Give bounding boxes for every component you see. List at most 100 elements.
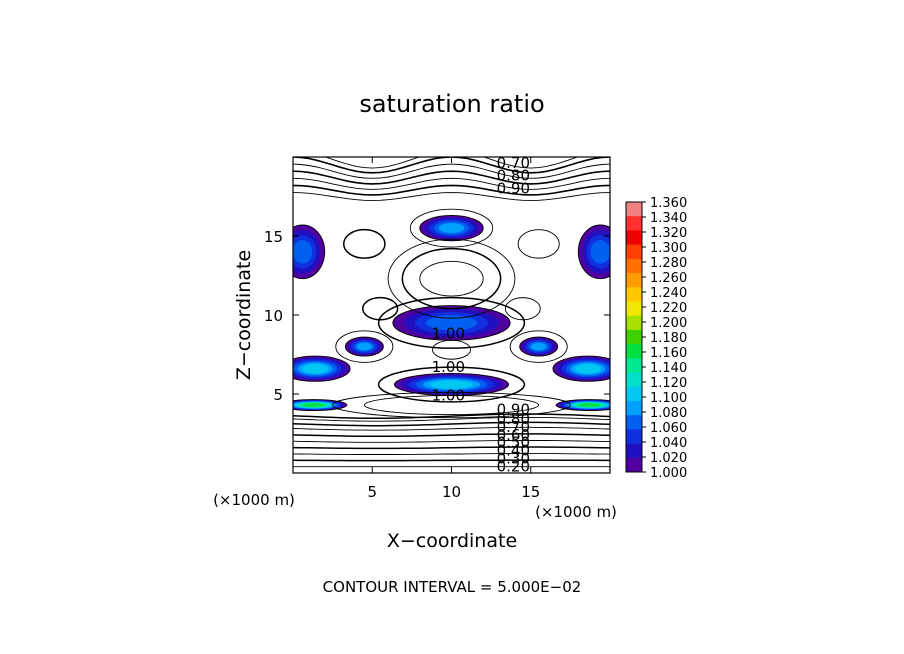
filled-level-mid-left-spot xyxy=(356,342,372,351)
chart-title: saturation ratio xyxy=(359,90,544,118)
colorbar-swatch xyxy=(626,344,642,359)
contour-upper-line xyxy=(293,192,610,201)
contour-label: 1.00 xyxy=(432,325,465,343)
contour-labels: 0.700.800.901.001.001.000.900.800.700.60… xyxy=(432,154,530,475)
contour-label: 0.20 xyxy=(497,457,530,475)
filled-region-right-green-strip xyxy=(555,399,610,412)
colorbar-label: 1.360 xyxy=(650,196,687,211)
contour-label: 0.50 xyxy=(497,434,530,452)
contour-lower-line xyxy=(293,453,610,455)
contour-label: 0.80 xyxy=(497,167,530,185)
contour-lines xyxy=(293,157,610,468)
contour-lower-line xyxy=(293,446,610,450)
contour-loop xyxy=(504,297,541,321)
colorbar-label: 1.020 xyxy=(650,451,687,466)
contour-lower-line xyxy=(293,413,610,419)
colorbar-swatch xyxy=(626,301,642,316)
colorbar-label: 1.120 xyxy=(650,376,687,391)
contour-lower-line xyxy=(293,426,610,431)
contour-label: 0.30 xyxy=(497,450,530,468)
x-tick-label: 15 xyxy=(521,483,540,501)
x-unit-right: (×1000 m) xyxy=(535,503,617,521)
contour-loop xyxy=(517,229,560,259)
colorbar-label: 1.160 xyxy=(650,346,687,361)
x-axis-label: X−coordinate xyxy=(387,530,517,552)
x-unit-left: (×1000 m) xyxy=(213,491,295,509)
contour-label: 0.60 xyxy=(497,426,530,444)
colorbar-swatch xyxy=(626,287,642,302)
colorbar-swatch xyxy=(626,202,642,217)
contour-lower-line xyxy=(293,416,610,422)
contour-interval-note: CONTOUR INTERVAL = 5.000E−02 xyxy=(323,578,582,596)
colorbar-label: 1.200 xyxy=(650,316,687,331)
colorbar-label: 1.220 xyxy=(650,301,687,316)
colorbar-label: 1.000 xyxy=(650,466,687,481)
colorbar-label: 1.280 xyxy=(650,256,687,271)
colorbar-swatch xyxy=(626,443,642,459)
contour-loop xyxy=(361,296,399,321)
colorbar-swatch xyxy=(626,258,642,274)
filled-region-right-upper-edge xyxy=(577,224,610,280)
filled-level-left-low-band xyxy=(302,363,329,374)
filled-region-mid-left-spot xyxy=(344,336,384,357)
contour-loop xyxy=(335,330,394,363)
contour-loop xyxy=(432,339,471,360)
contour-loop xyxy=(377,296,526,349)
filled-level-left-upper-edge xyxy=(293,240,313,264)
colorbar-label: 1.180 xyxy=(650,331,687,346)
filled-region-right-low-band xyxy=(552,355,610,382)
colorbar: 1.3601.3401.3201.3001.2801.2601.2401.220… xyxy=(625,196,687,481)
colorbar-swatch xyxy=(626,400,642,416)
filled-level-central-low-layer xyxy=(430,380,473,389)
contour-lower-line xyxy=(293,440,610,443)
y-axis-label: Z−coordinate xyxy=(233,250,255,380)
contour-label: 0.90 xyxy=(497,179,530,197)
colorbar-label: 1.340 xyxy=(650,211,687,226)
contour-loop xyxy=(387,238,516,319)
colorbar-swatch xyxy=(626,386,642,402)
x-tick-label: 5 xyxy=(367,483,377,501)
contour-loop xyxy=(377,366,526,403)
colorbar-label: 1.040 xyxy=(650,436,687,451)
x-tick-label: 10 xyxy=(442,483,461,501)
contour-label: 0.90 xyxy=(497,401,530,419)
contour-loop xyxy=(342,228,386,259)
contour-upper-line xyxy=(293,157,610,174)
y-axis-ticks: 5 10 15 xyxy=(264,228,610,404)
filled-region-upper-central-band xyxy=(419,215,484,242)
filled-level-right-green-strip xyxy=(578,403,601,407)
colorbar-swatch xyxy=(626,216,642,231)
filled-level-right-low-band xyxy=(574,363,601,374)
colorbar-swatch xyxy=(626,315,642,331)
colorbar-label: 1.060 xyxy=(650,421,687,436)
contour-label: 0.70 xyxy=(497,154,530,172)
contour-loop xyxy=(509,330,568,363)
colorbar-swatch xyxy=(626,358,642,373)
colorbar-label: 1.100 xyxy=(650,391,687,406)
contour-loop xyxy=(363,395,540,415)
y-tick-label: 10 xyxy=(264,307,283,325)
y-tick-label: 15 xyxy=(264,228,283,246)
contour-upper-line xyxy=(293,177,610,190)
y-tick-label: 5 xyxy=(273,386,283,404)
contour-loop xyxy=(401,247,502,310)
filled-region-mid-right-spot xyxy=(519,336,559,357)
filled-region-left-low-band xyxy=(293,355,351,382)
contour-upper-line xyxy=(293,170,610,185)
contour-upper-line xyxy=(324,157,579,169)
filled-level-upper-central-band xyxy=(438,223,465,234)
plot-area: 0.700.800.901.001.001.000.900.800.700.60… xyxy=(293,154,610,475)
colorbar-label: 1.240 xyxy=(650,286,687,301)
filled-region-central-low-layer xyxy=(393,373,510,397)
contour-lower-line xyxy=(293,433,610,438)
colorbar-swatch xyxy=(626,372,642,388)
contour-label: 0.80 xyxy=(497,410,530,428)
filled-level-mid-central-band xyxy=(425,315,478,331)
contour-lower-line xyxy=(293,421,610,427)
contour-lower-line xyxy=(293,459,610,462)
colorbar-swatch xyxy=(626,415,642,430)
contour-label: 0.70 xyxy=(497,418,530,436)
colorbar-label: 1.300 xyxy=(650,241,687,256)
filled-region-left-upper-edge xyxy=(293,224,326,280)
